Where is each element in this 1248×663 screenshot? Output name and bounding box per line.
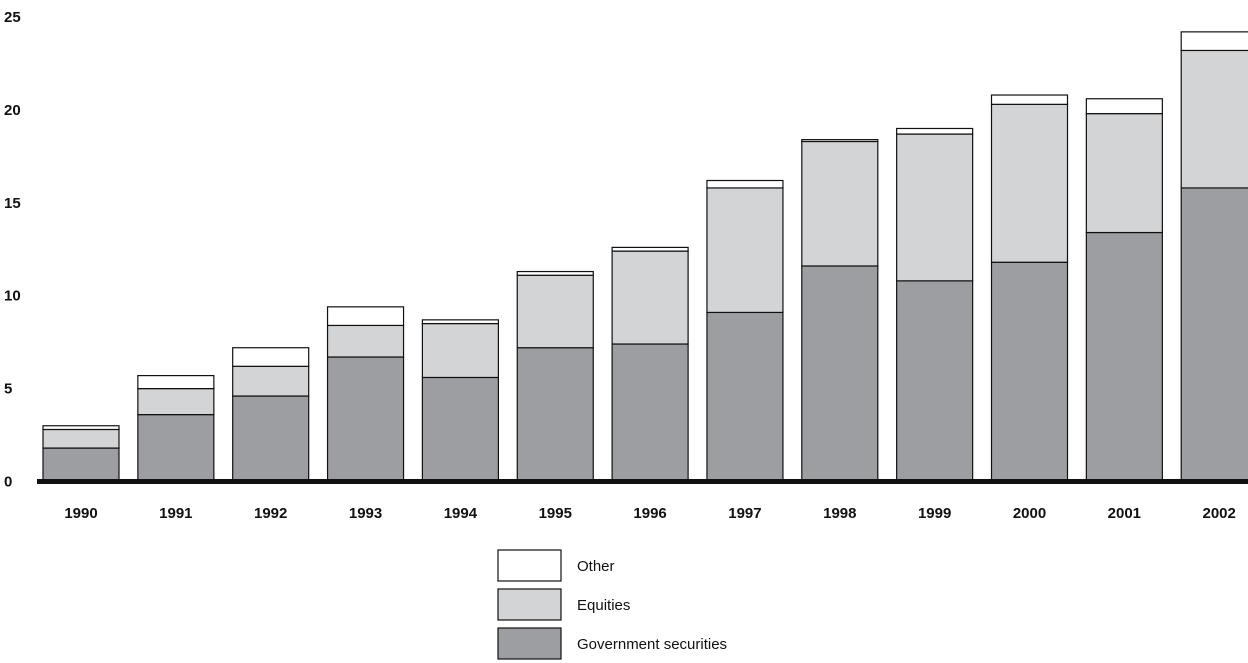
bar-segment-other: [42, 425, 120, 431]
bar-segment-equities: [232, 365, 310, 397]
bar-segment-equities: [611, 250, 689, 345]
bar-segment-equities: [1180, 49, 1248, 189]
bar-segment-other: [706, 179, 784, 189]
legend-item: Other: [497, 549, 615, 582]
bar-segment-equities: [42, 428, 120, 449]
bar-segment-other: [1085, 98, 1163, 115]
bar-segment-other: [326, 306, 405, 327]
y-tick-label: 15: [4, 195, 21, 212]
legend-item: Government securities: [497, 627, 727, 660]
bar-segment-government-securities: [1085, 231, 1163, 483]
x-tick-label: 1995: [539, 505, 572, 522]
bar-segment-equities: [516, 274, 594, 349]
x-axis-baseline: [37, 479, 1248, 484]
bar-segment-other: [801, 139, 879, 143]
bar-segment-equities: [1085, 113, 1163, 234]
y-tick-label: 0: [4, 474, 12, 491]
bar-segment-government-securities: [42, 447, 120, 483]
bar-segment-other: [421, 319, 499, 325]
bar-segment-government-securities: [706, 311, 784, 483]
bar-segment-equities: [706, 187, 784, 314]
legend-swatch: [497, 588, 562, 621]
bar-segment-equities: [137, 388, 215, 416]
x-tick-label: 1996: [633, 505, 666, 522]
bar-segment-equities: [896, 133, 974, 282]
bar-segment-government-securities: [516, 347, 594, 483]
x-axis-ticks: 1990 1991 1992 1993 1994 1995 1996 1997 1998 1999…: [64, 505, 1236, 522]
x-tick-label: 1991: [159, 505, 192, 522]
bar-segment-other: [232, 347, 310, 367]
bar-segment-government-securities: [232, 395, 310, 483]
bar-segment-other: [611, 246, 689, 252]
bar-segment-other: [516, 270, 594, 276]
bar-segment-government-securities: [1180, 187, 1248, 483]
y-tick-label: 25: [4, 9, 21, 26]
legend-swatch: [497, 549, 562, 582]
legend-label: Government securities: [577, 636, 727, 653]
legend-swatch: [497, 627, 562, 660]
legend: Other Equities Government securities: [497, 549, 727, 660]
bar-segment-government-securities: [137, 414, 215, 483]
bar-segment-government-securities: [990, 261, 1069, 483]
x-tick-label: 1998: [823, 505, 856, 522]
bar-segment-government-securities: [611, 343, 689, 483]
x-tick-label: 2002: [1203, 505, 1236, 522]
legend-label: Other: [577, 558, 615, 575]
y-tick-label: 10: [4, 288, 21, 305]
bar-segment-other: [896, 127, 974, 135]
bar-segment-equities: [990, 103, 1069, 263]
bar-segment-government-securities: [801, 265, 879, 483]
bar-segment-other: [137, 374, 215, 390]
bar-segment-other: [1180, 31, 1248, 52]
legend-item: Equities: [497, 588, 630, 621]
bar-segment-government-securities: [421, 376, 499, 483]
bar-segment-government-securities: [326, 356, 405, 483]
bars: [42, 31, 1248, 483]
y-axis-ticks: 0 5 10 15 20 25: [4, 9, 21, 491]
bar-segment-other: [990, 94, 1069, 105]
x-tick-label: 2001: [1108, 505, 1141, 522]
y-tick-label: 20: [4, 102, 21, 119]
x-tick-label: 1999: [918, 505, 951, 522]
x-tick-label: 1990: [64, 505, 97, 522]
bar-segment-equities: [326, 324, 405, 358]
bar-segment-equities: [421, 322, 499, 379]
x-tick-label: 1994: [444, 505, 478, 522]
y-tick-label: 5: [4, 381, 12, 398]
legend-label: Equities: [577, 597, 630, 614]
bar-segment-equities: [801, 140, 879, 267]
x-tick-label: 1997: [728, 505, 761, 522]
x-tick-label: 1993: [349, 505, 382, 522]
bar-segment-government-securities: [896, 280, 974, 483]
x-tick-label: 2000: [1013, 505, 1046, 522]
x-tick-label: 1992: [254, 505, 287, 522]
